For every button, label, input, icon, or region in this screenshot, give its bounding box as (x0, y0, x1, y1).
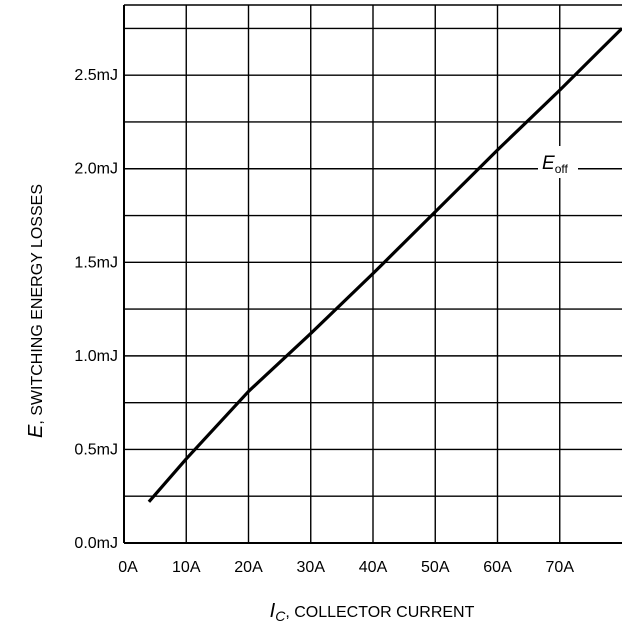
x-axis-var: I (270, 600, 276, 622)
series-label-main: E (542, 153, 555, 174)
y-axis-var: E (25, 424, 47, 438)
x-tick-label: 40A (359, 559, 388, 576)
series-label-background (538, 146, 578, 178)
x-tick-label: 50A (421, 559, 450, 576)
grid (124, 5, 622, 543)
y-tick-label: 0.0mJ (74, 535, 118, 552)
series-line-eoff (147, 27, 622, 503)
x-tick-label: 30A (297, 559, 326, 576)
plot-frame (123, 4, 622, 544)
series-layer (147, 27, 622, 503)
series-label: Eoff (542, 153, 568, 176)
x-axis-text: , COLLECTOR CURRENT (285, 604, 474, 621)
y-axis-title: E, SWITCHING ENERGY LOSSES (25, 184, 47, 438)
x-tick-label: 0A (118, 559, 138, 576)
y-tick-label: 0.5mJ (74, 441, 118, 458)
series-label-sub: off (555, 162, 569, 176)
x-tick-label: 20A (234, 559, 263, 576)
y-axis-text: , SWITCHING ENERGY LOSSES (29, 184, 46, 425)
tick-labels: 0A 10A 20A 30A 40A 50A 60A 70A 0.0mJ 0.5mJ 1.0mJ 1.… (74, 67, 574, 576)
y-tick-label: 2.0mJ (74, 161, 118, 178)
x-axis-title: IC, COLLECTOR CURRENT (270, 600, 475, 624)
y-tick-label: 1.0mJ (74, 348, 118, 365)
x-tick-label: 10A (172, 559, 201, 576)
x-tick-label: 70A (546, 559, 575, 576)
x-axis-sub: C (275, 608, 286, 624)
x-tick-label: 60A (483, 559, 512, 576)
y-tick-label: 1.5mJ (74, 254, 118, 271)
y-tick-label: 2.5mJ (74, 67, 118, 84)
